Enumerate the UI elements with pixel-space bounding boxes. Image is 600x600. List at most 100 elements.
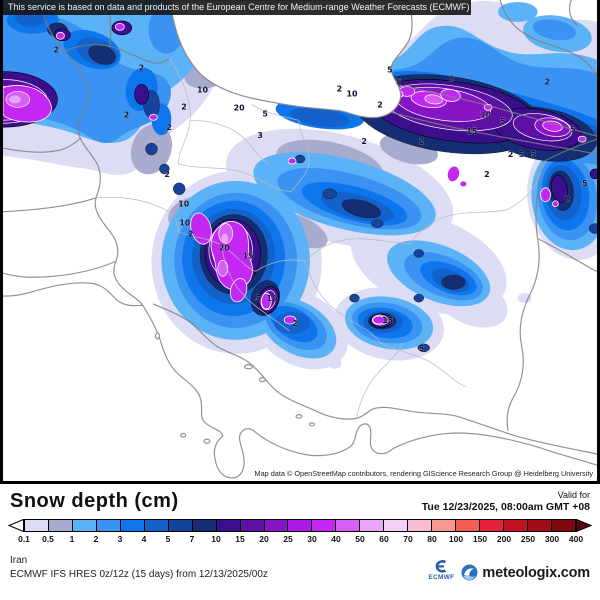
scale-color-cell	[479, 519, 505, 532]
scale-color-cell	[47, 519, 73, 532]
scale-tick-label: 50	[355, 534, 365, 544]
caspian-sea	[168, 0, 413, 119]
svg-text:2: 2	[377, 100, 383, 109]
scale-color-cell	[455, 519, 481, 532]
ecmwf-logo-text: ECMWF	[428, 573, 455, 581]
scale-color-cell	[431, 519, 457, 532]
svg-text:5: 5	[500, 117, 506, 126]
scale-tick-label: 300	[544, 534, 560, 544]
scale-tick-label: 60	[379, 534, 389, 544]
svg-text:10: 10	[179, 219, 190, 228]
scale-color-cell	[167, 519, 193, 532]
svg-text:2: 2	[564, 195, 570, 204]
svg-text:5: 5	[255, 294, 261, 303]
svg-text:2: 2	[337, 84, 343, 93]
valid-datetime: Tue 12/23/2025, 08:00am GMT +08	[421, 501, 590, 513]
ecmwf-logo[interactable]: ECMWF	[428, 559, 454, 582]
scale-tick-label: 80	[427, 534, 437, 544]
svg-text:20: 20	[219, 243, 230, 252]
scale-tick-label: 25	[283, 534, 293, 544]
svg-text:15: 15	[243, 251, 254, 260]
scale-color-cell	[263, 519, 289, 532]
legend-title: Snow depth (cm)	[10, 490, 179, 512]
scale-tick-label: 1	[69, 534, 75, 544]
scale-color-cell	[191, 519, 217, 532]
scale-color-cell	[71, 519, 97, 532]
snow-depth-field	[3, 0, 597, 370]
scale-color-cell	[527, 519, 552, 532]
svg-text:5: 5	[387, 66, 393, 75]
scale-color-cell	[407, 519, 433, 532]
svg-text:2: 2	[188, 230, 194, 239]
scale-color-cell	[503, 519, 529, 532]
scale-tick-label: 400	[568, 534, 584, 544]
scale-tick-label: 7	[189, 534, 195, 544]
svg-text:10: 10	[178, 200, 189, 209]
svg-text:5: 5	[582, 179, 588, 188]
scale-color-cell	[239, 519, 265, 532]
weather-map: 2 2 2 2 10 20 5 3 2 5 5 2 2 2 10 2 10 15 5 2 2 2 5 5 5 2 5 2 10 10 2 20…	[0, 0, 600, 484]
svg-text:2: 2	[545, 77, 551, 86]
svg-text:3: 3	[257, 131, 263, 140]
svg-text:10: 10	[347, 89, 358, 98]
svg-text:2: 2	[181, 102, 187, 111]
svg-text:2: 2	[449, 74, 455, 83]
legend-panel: Snow depth (cm) Valid for Tue 12/23/2025…	[0, 484, 600, 581]
svg-text:5: 5	[519, 150, 525, 159]
service-notice-bar: This service is based on data and produc…	[3, 0, 471, 15]
svg-text:10: 10	[266, 294, 277, 303]
svg-text:2: 2	[508, 150, 514, 159]
scale-tick-label: 30	[307, 534, 317, 544]
region-label: Iran	[10, 555, 28, 566]
footer: Iran ECMWF IFS HRES 0z/12z (15 days) fro…	[0, 546, 600, 581]
svg-text:2: 2	[484, 170, 490, 179]
valid-time-block: Valid for Tue 12/23/2025, 08:00am GMT +0…	[422, 490, 590, 513]
scale-tick-label: 200	[496, 534, 512, 544]
meteologix-brand-text: meteologix.com	[482, 564, 590, 581]
scale-color-cell	[335, 519, 361, 532]
scale-tick-label: 3	[117, 534, 123, 544]
valid-for-label: Valid for	[557, 490, 590, 500]
meteologix-logo[interactable]: meteologix.com	[461, 564, 590, 581]
scale-tick-labels: 0.1 0.5 1 2 3 4 5 7 10 15 20 25 30 40 50 60 70 80 100 150 20…	[18, 534, 583, 546]
scale-arrow-right	[576, 519, 592, 532]
scale-color-cell	[143, 519, 169, 532]
svg-text:2: 2	[139, 64, 145, 73]
scale-tick-label: 10	[211, 534, 221, 544]
color-scale	[8, 519, 592, 532]
scale-tick-label: 2	[93, 534, 99, 544]
scale-color-cell	[24, 519, 49, 532]
svg-text:15: 15	[466, 127, 477, 136]
svg-text:10: 10	[197, 85, 208, 94]
model-run-label: ECMWF IFS HRES 0z/12z (15 days) from 12/…	[10, 568, 268, 580]
svg-text:10: 10	[480, 110, 491, 119]
scale-color-cell	[550, 519, 576, 532]
scale-tick-label: 0.1	[18, 534, 30, 544]
scale-tick-label: 4	[141, 534, 147, 544]
svg-text:2: 2	[53, 46, 59, 55]
scale-tick-label: 20	[259, 534, 269, 544]
scale-tick-label: 250	[520, 534, 536, 544]
svg-text:2: 2	[164, 170, 170, 179]
scale-tick-label: 0.5	[42, 534, 54, 544]
svg-text:5: 5	[570, 125, 576, 134]
meteologix-globe-icon	[461, 564, 478, 581]
svg-text:2: 2	[419, 137, 425, 146]
scale-color-cell	[359, 519, 385, 532]
scale-tick-label: 70	[403, 534, 413, 544]
province-borders	[96, 57, 543, 419]
scale-color-cell	[119, 519, 145, 532]
scale-cells	[24, 519, 576, 532]
ecmwf-logo-icon	[436, 559, 447, 573]
svg-text:2: 2	[361, 137, 367, 146]
map-attribution[interactable]: Map data © OpenStreetMap contributors, r…	[250, 468, 597, 480]
svg-text:2: 2	[292, 319, 298, 328]
scale-color-cell	[383, 519, 409, 532]
scale-color-cell	[215, 519, 241, 532]
svg-text:15: 15	[382, 316, 393, 325]
svg-text:2: 2	[124, 110, 130, 119]
scale-color-cell	[95, 519, 121, 532]
